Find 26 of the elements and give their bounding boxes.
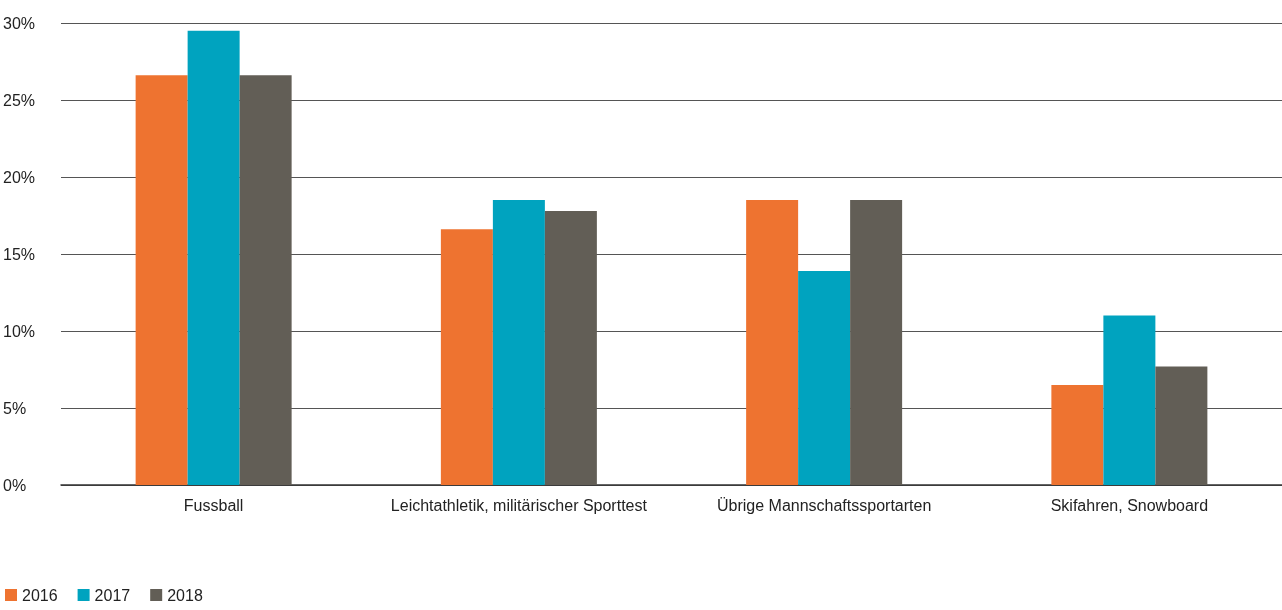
y-tick-label: 20%: [3, 168, 36, 186]
legend-label: 2018: [167, 586, 203, 604]
y-tick-label: 30%: [3, 14, 36, 32]
bar: [1155, 366, 1208, 485]
bar: [746, 200, 799, 485]
y-tick-label: 15%: [3, 245, 36, 263]
x-tick-label: Übrige Mannschaftssportarten: [716, 496, 932, 514]
y-tick-label: 0%: [3, 476, 27, 494]
bar: [135, 75, 188, 485]
bar: [1103, 315, 1156, 485]
legend-label: 2017: [94, 586, 131, 604]
x-tick-label: Fussball: [183, 496, 244, 514]
bar: [798, 270, 851, 485]
bar: [440, 229, 493, 485]
x-tick-label: Leichtathletik, militärischer Sporttest: [390, 496, 648, 514]
bar: [1051, 384, 1104, 485]
y-tick-label: 25%: [3, 91, 36, 109]
bar: [544, 210, 597, 485]
bar: [187, 30, 240, 485]
bar: [850, 200, 903, 485]
y-tick-label: 10%: [3, 322, 36, 340]
legend-label: 2016: [22, 586, 58, 604]
bar: [492, 200, 545, 485]
y-tick-label: 5%: [3, 399, 27, 417]
bar: [239, 75, 292, 485]
x-tick-label: Skifahren, Snowboard: [1050, 496, 1209, 514]
